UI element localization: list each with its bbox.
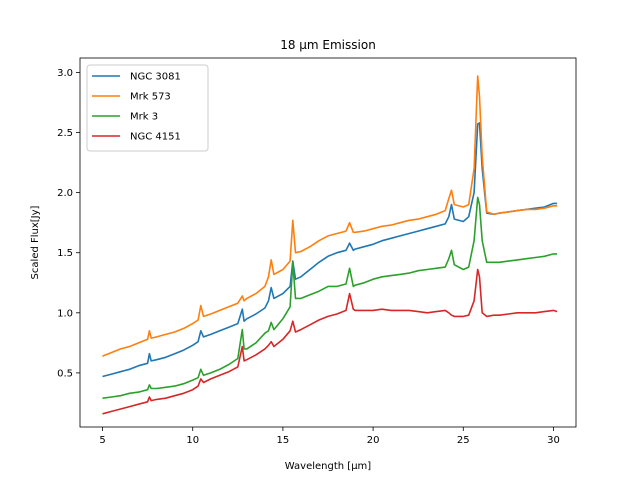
legend-label: Mrk 3 (130, 112, 158, 123)
legend-frame (86, 64, 209, 152)
x-tick-label: 25 (457, 435, 470, 446)
x-tick-label: 5 (99, 435, 105, 446)
legend-label: NGC 3081 (130, 72, 181, 83)
y-tick-label: 0.5 (57, 368, 73, 379)
y-axis-label: Scaled Flux[Jy] (30, 205, 41, 279)
chart-title: 18 μm Emission (280, 38, 376, 52)
axes-frame (79, 57, 577, 428)
y-tick-label: 2.5 (57, 128, 73, 139)
x-axis-label: Wavelength [μm] (285, 461, 372, 472)
x-tick-label: 15 (277, 435, 290, 446)
x-tick-label: 10 (186, 435, 199, 446)
series-line (102, 122, 558, 378)
series-line (102, 196, 558, 399)
x-axis: 5 10 15 20 25 30 (99, 427, 560, 446)
y-tick-label: 1.0 (57, 308, 73, 319)
series-line (102, 268, 558, 415)
x-tick-label: 20 (367, 435, 380, 446)
y-tick-label: 1.5 (57, 248, 73, 259)
legend-label: Mrk 573 (130, 92, 171, 103)
series-layer (102, 75, 558, 415)
y-axis: 0.5 1.0 1.5 2.0 2.5 3.0 (57, 68, 80, 379)
x-tick-label: 30 (547, 435, 560, 446)
series-line (102, 75, 558, 357)
y-tick-label: 2.0 (57, 188, 73, 199)
legend: NGC 3081 Mrk 573 Mrk 3 NGC 4151 (86, 64, 209, 152)
y-tick-label: 3.0 (57, 68, 73, 79)
legend-label: NGC 4151 (130, 132, 181, 143)
